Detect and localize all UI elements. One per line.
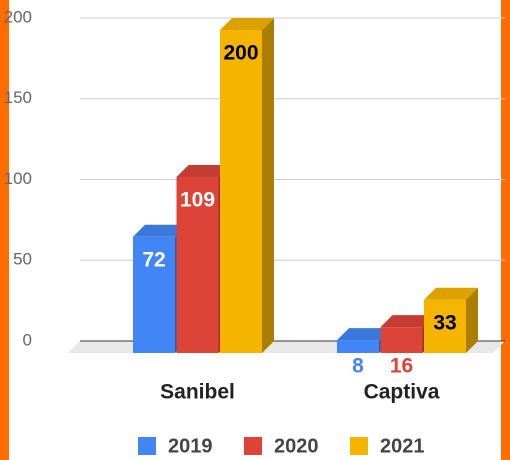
border-left bbox=[0, 0, 9, 460]
y-tick-label: 50 bbox=[13, 250, 32, 269]
data-label: 72 bbox=[142, 248, 165, 271]
bar bbox=[176, 176, 219, 353]
legend-swatch bbox=[138, 437, 156, 455]
bar bbox=[380, 327, 423, 353]
y-tick-label: 200 bbox=[4, 7, 32, 26]
legend-label: 2021 bbox=[380, 435, 425, 457]
bar bbox=[133, 236, 175, 353]
x-tick-label: Sanibel bbox=[160, 381, 235, 404]
data-label: 8 bbox=[352, 355, 364, 378]
legend-label: 2020 bbox=[274, 435, 319, 457]
bar bbox=[337, 340, 379, 353]
y-tick-label: 150 bbox=[4, 88, 32, 107]
data-label: 33 bbox=[433, 311, 456, 334]
y-tick-label: 100 bbox=[4, 169, 32, 188]
bar-top bbox=[424, 287, 478, 300]
bar-top bbox=[133, 224, 187, 237]
bar-top bbox=[220, 18, 274, 30]
bar-top bbox=[176, 164, 231, 177]
border-right bbox=[501, 0, 510, 460]
bar bbox=[424, 299, 466, 353]
legend-swatch bbox=[244, 437, 262, 455]
data-label: 109 bbox=[180, 189, 215, 212]
bar-top bbox=[380, 315, 435, 328]
bar-side bbox=[262, 18, 274, 353]
data-label: 200 bbox=[223, 42, 258, 65]
bar-top bbox=[337, 328, 391, 341]
x-tick-label: Captiva bbox=[364, 381, 440, 404]
bar-side bbox=[466, 287, 478, 353]
legend-swatch bbox=[350, 437, 368, 455]
data-label: 16 bbox=[390, 355, 413, 378]
legend-label: 2019 bbox=[168, 435, 213, 457]
bar bbox=[220, 30, 262, 353]
y-tick-label: 0 bbox=[23, 330, 32, 349]
